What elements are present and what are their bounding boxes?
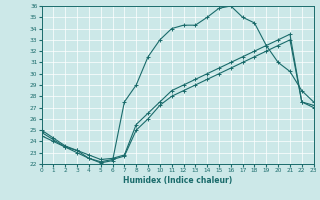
X-axis label: Humidex (Indice chaleur): Humidex (Indice chaleur) [123,176,232,185]
